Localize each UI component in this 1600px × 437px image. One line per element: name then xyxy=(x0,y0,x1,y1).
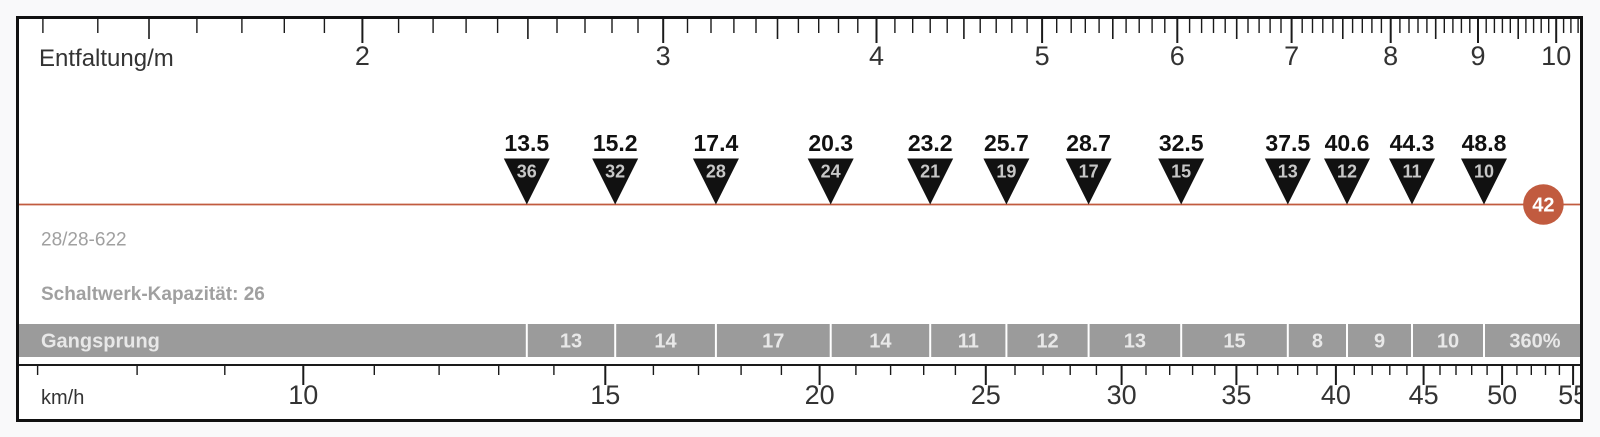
svg-text:15.2: 15.2 xyxy=(593,130,638,156)
svg-text:12: 12 xyxy=(1036,331,1058,353)
svg-text:28/28-622: 28/28-622 xyxy=(41,230,127,251)
svg-text:19: 19 xyxy=(996,162,1016,182)
svg-text:50: 50 xyxy=(1487,380,1517,410)
svg-text:37.5: 37.5 xyxy=(1265,130,1310,156)
svg-text:25.7: 25.7 xyxy=(984,130,1029,156)
svg-text:15: 15 xyxy=(1171,162,1191,182)
svg-text:11: 11 xyxy=(958,331,979,353)
svg-text:40.6: 40.6 xyxy=(1325,130,1370,156)
svg-text:Schaltwerk-Kapazität: 26: Schaltwerk-Kapazität: 26 xyxy=(41,284,265,305)
svg-text:13: 13 xyxy=(1124,331,1146,353)
svg-text:42: 42 xyxy=(1532,195,1554,217)
svg-text:10: 10 xyxy=(288,380,318,410)
svg-text:28.7: 28.7 xyxy=(1066,130,1111,156)
svg-text:15: 15 xyxy=(1223,331,1245,353)
svg-text:Gangsprung: Gangsprung xyxy=(41,331,160,353)
svg-text:10: 10 xyxy=(1437,331,1459,353)
svg-text:2: 2 xyxy=(355,41,370,71)
svg-text:17: 17 xyxy=(1079,162,1099,182)
svg-text:35: 35 xyxy=(1221,380,1251,410)
svg-text:4: 4 xyxy=(869,41,884,71)
svg-text:25: 25 xyxy=(971,380,1001,410)
svg-text:10: 10 xyxy=(1474,162,1494,182)
svg-text:13: 13 xyxy=(1278,162,1298,182)
svg-text:11: 11 xyxy=(1402,162,1421,182)
svg-text:20.3: 20.3 xyxy=(808,130,853,156)
svg-text:36: 36 xyxy=(517,162,537,182)
svg-text:24: 24 xyxy=(821,162,841,182)
svg-text:13: 13 xyxy=(560,331,582,353)
svg-text:21: 21 xyxy=(920,162,940,182)
svg-text:13.5: 13.5 xyxy=(504,130,549,156)
svg-text:Entfaltung/m: Entfaltung/m xyxy=(39,45,174,72)
svg-text:55: 55 xyxy=(1558,380,1583,410)
svg-text:6: 6 xyxy=(1170,41,1185,71)
svg-text:7: 7 xyxy=(1284,41,1299,71)
svg-text:17.4: 17.4 xyxy=(694,130,739,156)
svg-text:9: 9 xyxy=(1374,331,1385,353)
svg-text:28: 28 xyxy=(706,162,726,182)
svg-text:30: 30 xyxy=(1107,380,1137,410)
svg-text:45: 45 xyxy=(1409,380,1439,410)
svg-text:32: 32 xyxy=(605,162,625,182)
svg-text:40: 40 xyxy=(1321,380,1351,410)
svg-text:km/h: km/h xyxy=(41,387,84,409)
svg-text:32.5: 32.5 xyxy=(1159,130,1204,156)
svg-text:360%: 360% xyxy=(1509,331,1560,353)
svg-text:15: 15 xyxy=(590,380,620,410)
svg-text:44.3: 44.3 xyxy=(1390,130,1435,156)
svg-text:5: 5 xyxy=(1035,41,1050,71)
svg-text:10: 10 xyxy=(1541,41,1571,71)
svg-text:8: 8 xyxy=(1383,41,1398,71)
svg-text:9: 9 xyxy=(1470,41,1485,71)
svg-text:14: 14 xyxy=(869,331,892,353)
svg-text:14: 14 xyxy=(654,331,677,353)
svg-text:23.2: 23.2 xyxy=(908,130,953,156)
svg-text:17: 17 xyxy=(762,331,784,353)
svg-text:48.8: 48.8 xyxy=(1462,130,1507,156)
svg-text:12: 12 xyxy=(1337,162,1357,182)
svg-text:8: 8 xyxy=(1312,331,1323,353)
svg-text:3: 3 xyxy=(656,41,671,71)
svg-text:20: 20 xyxy=(805,380,835,410)
